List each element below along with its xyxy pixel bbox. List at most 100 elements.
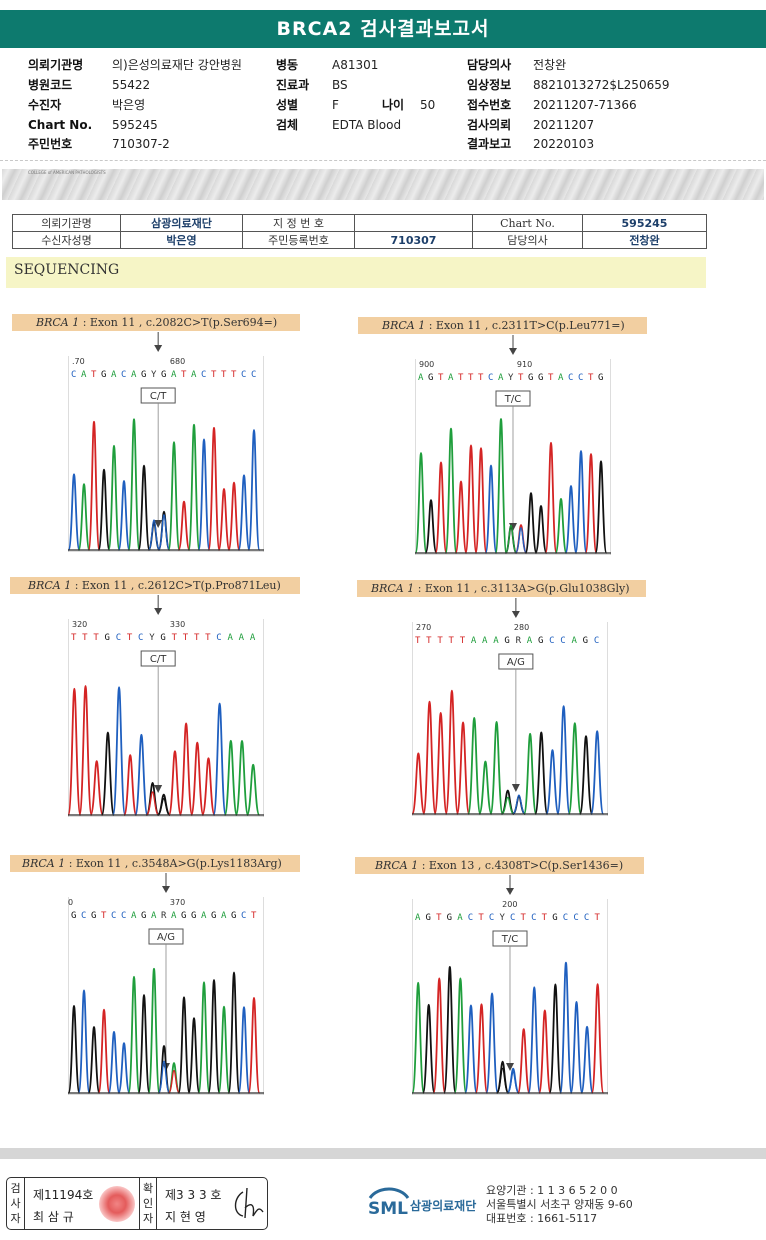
- tick-label: 320: [72, 620, 87, 629]
- base-letter: C: [584, 913, 589, 923]
- base-letter: A: [457, 913, 463, 923]
- label-age: 나이: [382, 98, 405, 112]
- peak-trace: [137, 994, 151, 1094]
- call-text: C/T: [150, 391, 167, 402]
- org-name: 삼광의료재단: [410, 1199, 477, 1213]
- base-letter: A: [527, 636, 533, 646]
- peak-trace: [217, 1005, 231, 1094]
- value-specimen: EDTA Blood: [332, 118, 402, 132]
- peak-trace: [177, 996, 191, 1094]
- peak-trace: [247, 429, 261, 551]
- base-letter: C: [121, 911, 126, 921]
- variant-desc: : Exon 11 , c.3113A>G(p.Glu1038Gly): [414, 582, 630, 595]
- base-letter: A: [571, 636, 577, 646]
- label-clinical-info: 임상정보: [467, 78, 512, 92]
- peak-trace: [77, 483, 91, 551]
- peak-trace: [107, 444, 121, 551]
- base-letter: G: [161, 370, 166, 380]
- peak-trace: [123, 754, 138, 816]
- care-number: 요양기관 : 1 1 3 6 5 2 0 0: [486, 1184, 618, 1197]
- org-contact: 요양기관 : 1 1 3 6 5 2 0 0 서울특별시 서초구 양재동 9-6…: [486, 1184, 633, 1226]
- base-letter: G: [552, 913, 557, 923]
- sub-patient-table: 의뢰기관명 삼광의료재단 지 정 번 호 Chart No. 595245 수신…: [12, 214, 707, 249]
- base-letter: Y: [151, 370, 157, 380]
- label-receipt-no: 접수번호: [467, 98, 512, 112]
- label-requesting-org: 의뢰기관명: [28, 58, 84, 72]
- peak-trace: [127, 418, 141, 551]
- base-letter: G: [101, 370, 106, 380]
- base-letter: A: [448, 373, 454, 383]
- call-text: T/C: [501, 934, 518, 945]
- base-letter: C: [241, 911, 246, 921]
- sml-logo-icon: SML: [366, 1184, 410, 1224]
- marker-arrowhead: [511, 611, 520, 618]
- base-letter: T: [211, 370, 217, 380]
- logo-text: SML: [368, 1199, 408, 1219]
- peak-trace: [517, 1028, 531, 1094]
- base-letter: C: [531, 913, 536, 923]
- tick-label: 200: [502, 900, 517, 909]
- variant-label: BRCA 1 : Exon 11 , c.3113A>G(p.Glu1038Gl…: [357, 580, 646, 597]
- base-letter: A: [239, 633, 245, 643]
- tick-label: 0: [68, 898, 73, 907]
- label-rrn: 주민번호: [28, 137, 73, 151]
- peak-trace: [564, 485, 578, 554]
- variant-gene: BRCA 1: [28, 579, 72, 592]
- base-letter: A: [201, 911, 207, 921]
- base-letter: T: [231, 370, 237, 380]
- base-letter: C: [216, 633, 221, 643]
- marker-arrowhead: [154, 608, 163, 615]
- peak-trace: [127, 975, 141, 1094]
- inspector-label: 검사자: [7, 1178, 25, 1229]
- peak-trace: [78, 685, 93, 816]
- value-receipt-no: 20211207-71366: [533, 98, 637, 112]
- base-letter: G: [426, 913, 431, 923]
- peak-trace: [527, 986, 541, 1094]
- peak-trace: [77, 989, 91, 1094]
- peak-trace: [474, 447, 488, 554]
- base-letter: A: [418, 373, 424, 383]
- value-requesting-org: 의)은성의료재단 강안병원: [112, 58, 242, 72]
- base-letter: C: [488, 373, 493, 383]
- base-letter: G: [538, 636, 543, 646]
- base-letter: A: [558, 373, 564, 383]
- peak-trace: [107, 1030, 121, 1094]
- variant-label: BRCA 1 : Exon 11 , c.3548A>G(p.Lys1183Ar…: [10, 855, 300, 872]
- peak-trace: [68, 1004, 81, 1094]
- sub-label-recipient: 수신자성명: [12, 231, 121, 249]
- marker-triangle: [154, 785, 163, 793]
- base-letter: G: [231, 911, 236, 921]
- base-letter: T: [426, 636, 432, 646]
- base-letter: R: [161, 911, 167, 921]
- base-letter: A: [171, 370, 177, 380]
- sub-label-chart: Chart No.: [472, 214, 583, 232]
- base-letter: T: [172, 633, 178, 643]
- peak-trace: [147, 967, 161, 1094]
- peak-trace: [177, 500, 191, 551]
- peak-trace: [179, 722, 194, 816]
- confirmer-label: 확인자: [139, 1178, 157, 1229]
- base-letter: G: [181, 911, 186, 921]
- peak-trace: [524, 492, 538, 554]
- secondary-peak: [157, 798, 171, 816]
- base-letter: T: [221, 370, 227, 380]
- sub-value-chart: 595245: [582, 214, 707, 232]
- peak-trace: [590, 983, 605, 1094]
- peak-trace: [584, 453, 598, 554]
- peak-trace: [227, 481, 241, 551]
- sub-label-rrn: 주민등록번호: [242, 231, 355, 249]
- marker-arrowhead: [506, 888, 514, 895]
- plot-frame: [68, 619, 264, 817]
- base-letter: T: [93, 633, 99, 643]
- variant-desc: : Exon 11 , c.3548A>G(p.Lys1183Arg): [65, 857, 282, 870]
- base-letter: A: [221, 911, 227, 921]
- base-letter: C: [121, 370, 126, 380]
- peak-trace: [223, 739, 238, 816]
- peak-trace: [97, 1008, 111, 1094]
- base-letter: A: [498, 373, 504, 383]
- confirmer-number: 제3 3 3 호: [165, 1188, 222, 1202]
- call-text: C/T: [150, 654, 167, 665]
- base-letter: T: [205, 633, 211, 643]
- peak-trace: [207, 426, 221, 551]
- value-chart-no: 595245: [112, 118, 158, 132]
